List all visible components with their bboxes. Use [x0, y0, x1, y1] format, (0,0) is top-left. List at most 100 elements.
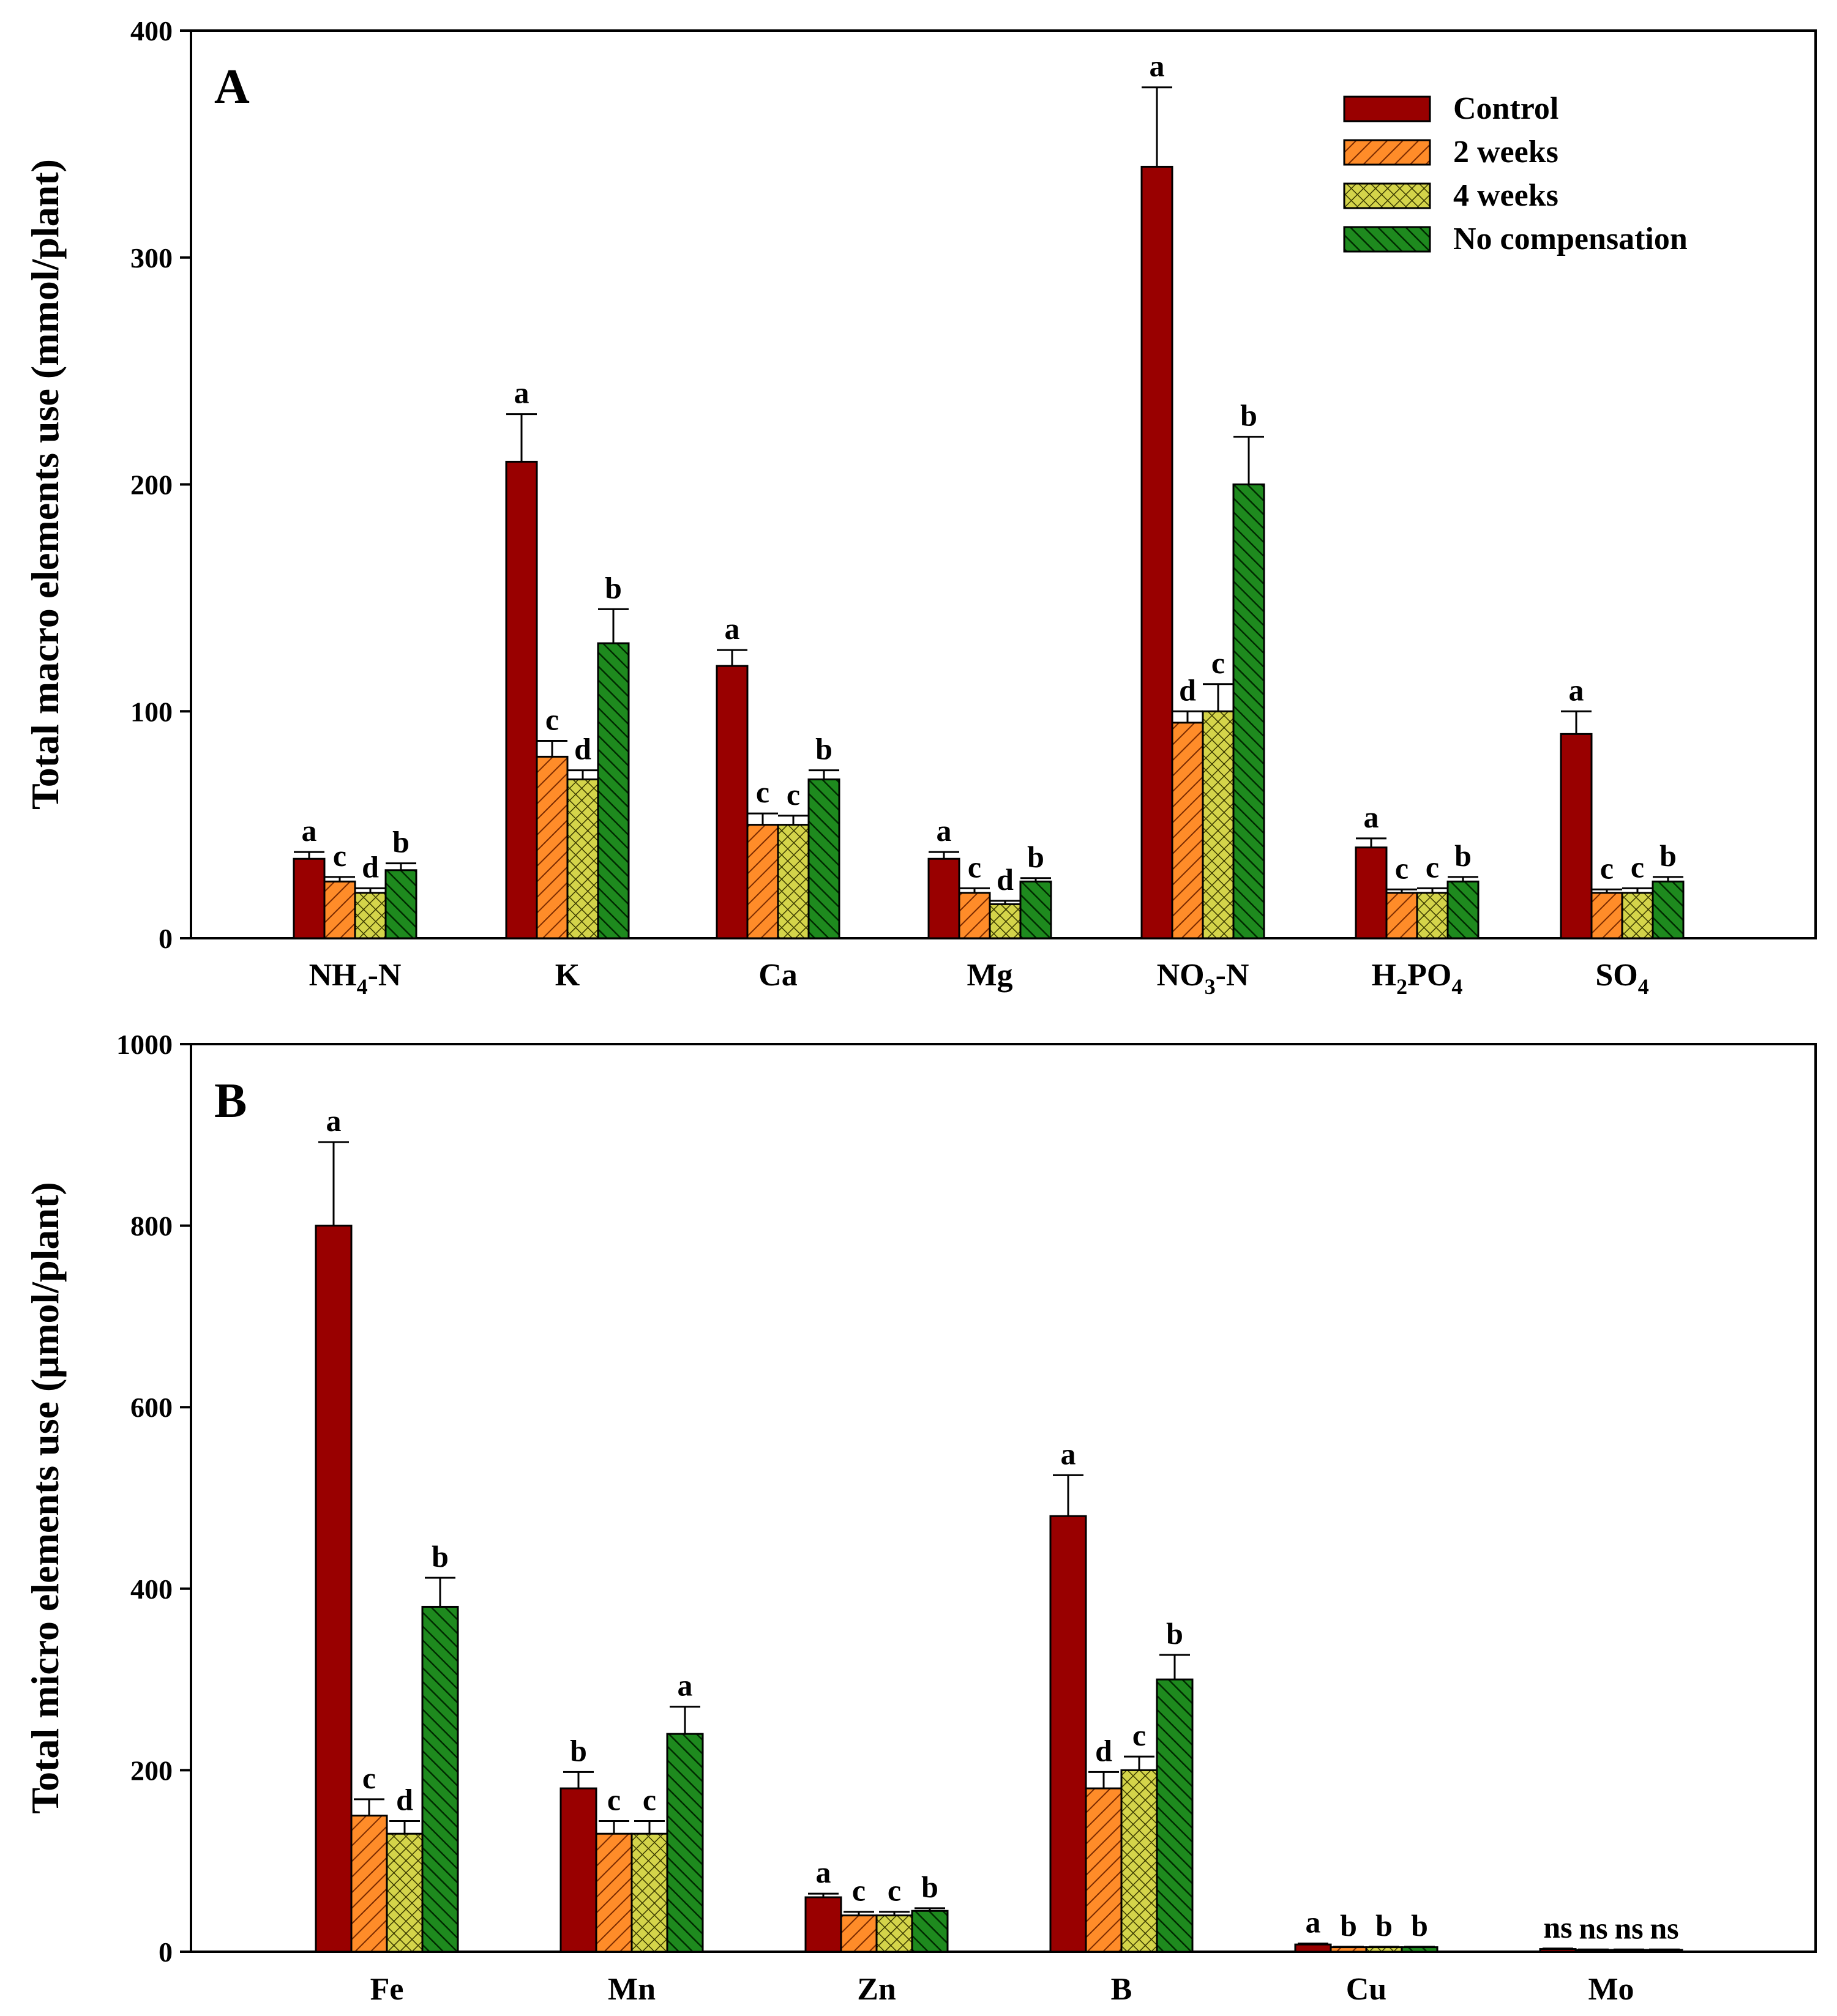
- significance-letter: a: [1569, 673, 1584, 707]
- bar-no-compensation: [421, 1605, 459, 1953]
- panel-label: A: [214, 60, 250, 114]
- bar-control: [716, 665, 749, 939]
- bar-control: [804, 1896, 842, 1953]
- significance-letter: c: [1132, 1718, 1146, 1752]
- x-category-label: Ca: [758, 958, 798, 993]
- bar-2-weeks: [1171, 722, 1204, 939]
- bar-control: [1560, 733, 1593, 939]
- bar-2-weeks: [350, 1815, 388, 1953]
- bar-2-weeks: [958, 892, 991, 939]
- significance-letter: c: [643, 1782, 656, 1816]
- significance-letter: ns: [1543, 1910, 1572, 1944]
- bar-no-compensation: [1232, 483, 1265, 939]
- bar-4-weeks: [1416, 892, 1449, 939]
- x-category-label: Mn: [608, 1972, 656, 2007]
- significance-letter: a: [1150, 49, 1165, 83]
- significance-letter: a: [937, 813, 952, 848]
- y-tick-label: 400: [130, 15, 173, 47]
- significance-letter: c: [852, 1873, 866, 1908]
- y-axis-label: Total macro elements use (mmol/plant): [23, 159, 67, 810]
- legend-swatch-2-weeks: [1343, 139, 1431, 166]
- y-tick-label: 1000: [116, 1029, 173, 1060]
- significance-letter: ns: [1650, 1911, 1678, 1945]
- bar-4-weeks: [1202, 710, 1235, 939]
- legend-label-control: Control: [1453, 91, 1558, 126]
- bar-2-weeks: [536, 755, 569, 939]
- legend: Control 2 weeks 4 weeks No compensation: [1343, 91, 1688, 256]
- y-tick-label: 200: [130, 469, 173, 501]
- significance-letter: a: [1061, 1436, 1076, 1471]
- significance-letter: a: [326, 1103, 342, 1138]
- significance-letter: a: [1364, 800, 1379, 834]
- significance-letter: c: [1631, 849, 1644, 884]
- significance-letter: d: [1179, 673, 1196, 707]
- significance-letter: c: [362, 1761, 376, 1795]
- y-tick-label: 800: [130, 1211, 173, 1242]
- x-category-label: Cu: [1346, 1972, 1386, 2007]
- legend-label-2-weeks: 2 weeks: [1453, 135, 1558, 170]
- bar-no-compensation: [666, 1733, 704, 1953]
- significance-letter: c: [1426, 849, 1439, 884]
- bar-control: [1294, 1943, 1332, 1953]
- significance-letter: d: [396, 1782, 413, 1816]
- bar-no-compensation: [597, 642, 630, 939]
- significance-letter: b: [1659, 838, 1677, 873]
- bar-4-weeks: [386, 1832, 424, 1953]
- x-category-label: Mo: [1588, 1972, 1634, 2007]
- significance-letter: b: [1240, 398, 1257, 433]
- bar-control: [1140, 165, 1173, 939]
- bar-4-weeks: [566, 778, 599, 939]
- x-category-label: K: [555, 958, 580, 993]
- bar-control: [927, 857, 960, 939]
- legend-swatch-4-weeks: [1343, 182, 1431, 209]
- significance-letter: c: [787, 777, 800, 812]
- legend-label-4-weeks: 4 weeks: [1453, 178, 1558, 213]
- significance-letter: c: [607, 1782, 621, 1816]
- legend-label-no-compensation: No compensation: [1453, 222, 1688, 256]
- plot-frame: [190, 1043, 1817, 1953]
- y-tick-label: 200: [130, 1755, 173, 1786]
- significance-letter: d: [362, 849, 379, 884]
- bar-no-compensation: [1156, 1678, 1194, 1953]
- significance-letter: a: [302, 813, 317, 848]
- bar-4-weeks: [875, 1914, 913, 1953]
- significance-letter: b: [1166, 1616, 1183, 1651]
- significance-letter: b: [1340, 1908, 1357, 1943]
- bar-control: [293, 857, 326, 939]
- bar-no-compensation: [1019, 880, 1052, 939]
- bar-control: [559, 1787, 597, 1953]
- significance-letter: c: [1600, 851, 1614, 885]
- bar-2-weeks: [1385, 892, 1418, 939]
- significance-letter: b: [1454, 838, 1472, 873]
- panel-label: B: [214, 1074, 247, 1128]
- significance-letter: d: [574, 732, 591, 766]
- bar-2-weeks: [323, 880, 356, 939]
- significance-letter: b: [1411, 1908, 1428, 1943]
- x-category-label: Zn: [857, 1972, 896, 2007]
- x-category-label: H2PO4: [1372, 958, 1463, 999]
- significance-letter: b: [570, 1733, 587, 1768]
- x-category-label: SO4: [1595, 958, 1648, 999]
- legend-swatch-control: [1343, 95, 1431, 122]
- bar-4-weeks: [1621, 892, 1654, 939]
- bar-control: [1355, 846, 1388, 939]
- significance-letter: d: [1095, 1733, 1112, 1768]
- significance-letter: c: [545, 702, 559, 736]
- significance-letter: c: [756, 775, 769, 809]
- significance-letter: a: [725, 611, 740, 646]
- bar-4-weeks: [777, 824, 810, 939]
- bar-4-weeks: [354, 892, 387, 939]
- bar-control: [315, 1225, 353, 1953]
- significance-letter: b: [1027, 840, 1044, 874]
- significance-letter: b: [1375, 1908, 1393, 1943]
- bar-no-compensation: [911, 1910, 949, 1953]
- significance-letter: c: [888, 1873, 901, 1908]
- bar-2-weeks: [840, 1914, 878, 1953]
- bar-4-weeks: [1120, 1769, 1158, 1953]
- significance-letter: c: [333, 838, 346, 873]
- bar-2-weeks: [595, 1832, 633, 1953]
- bar-no-compensation: [384, 869, 417, 939]
- bar-4-weeks: [630, 1832, 668, 1953]
- significance-letter: b: [815, 732, 832, 766]
